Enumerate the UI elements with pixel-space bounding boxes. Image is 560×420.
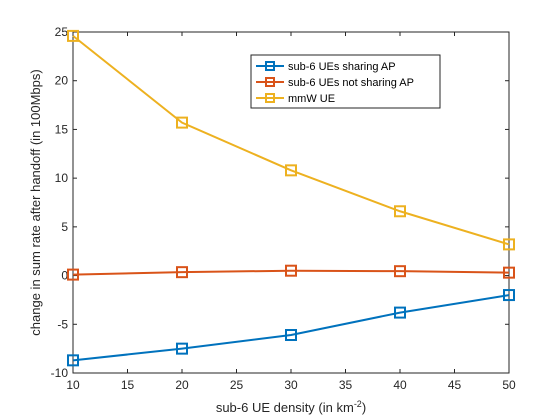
series-2 xyxy=(67,29,515,251)
series-layer xyxy=(67,29,515,367)
data-point-marker xyxy=(394,306,406,319)
series-line xyxy=(72,269,510,276)
x-tick-label: 20 xyxy=(175,378,189,392)
x-tick-label: 35 xyxy=(339,378,353,392)
y-tick-label: -5 xyxy=(57,317,68,331)
y-tick-label: -10 xyxy=(51,366,69,380)
legend-entry: sub-6 UEs sharing AP xyxy=(256,61,396,73)
legend-marker-sample xyxy=(265,77,275,87)
legend-entry: sub-6 UEs not sharing AP xyxy=(256,77,414,89)
series-0 xyxy=(67,289,515,367)
x-tick-label: 40 xyxy=(393,378,407,392)
legend-marker-sample xyxy=(265,61,275,71)
data-point-marker xyxy=(67,354,79,367)
data-point-marker xyxy=(503,238,515,251)
x-axis-label-main: sub-6 UE density (in km xyxy=(216,400,354,415)
series-line xyxy=(72,35,510,246)
data-point-marker xyxy=(67,268,79,281)
y-tick-label: 15 xyxy=(55,122,69,136)
data-point-marker xyxy=(176,342,188,355)
y-tick-label: 10 xyxy=(55,171,69,185)
data-point-marker xyxy=(394,205,406,218)
data-point-marker xyxy=(503,266,515,279)
legend-label: sub-6 UEs sharing AP xyxy=(288,61,396,73)
data-point-marker xyxy=(176,266,188,279)
x-tick-label: 25 xyxy=(230,378,244,392)
x-axis-label-suffix: ) xyxy=(362,400,366,415)
x-tick-label: 50 xyxy=(502,378,516,392)
y-tick-label: 25 xyxy=(55,25,69,39)
legend-label: mmW UE xyxy=(288,93,335,105)
data-point-marker xyxy=(285,164,297,177)
legend-entry: mmW UE xyxy=(256,93,335,105)
x-axis-label: sub-6 UE density (in km-2) xyxy=(216,399,366,415)
y-tick-label: 5 xyxy=(61,220,68,234)
legend-label: sub-6 UEs not sharing AP xyxy=(288,77,414,89)
x-axis-label-superscript: -2 xyxy=(354,399,362,409)
axis-ticks: 10 15 20 25 30 35 40 45 50 -10 -5 0 5 10 15 20 25 xyxy=(51,25,516,392)
y-tick-label: 20 xyxy=(55,74,69,88)
y-tick-label: 0 xyxy=(61,269,68,283)
series-1 xyxy=(67,264,515,281)
data-point-marker xyxy=(67,29,79,42)
x-tick-label: 45 xyxy=(448,378,462,392)
data-point-marker xyxy=(503,289,515,302)
y-axis-label: change in sum rate after handoff (in 100… xyxy=(28,69,43,335)
data-point-marker xyxy=(176,116,188,129)
series-line xyxy=(72,294,510,362)
legend: sub-6 UEs sharing AP sub-6 UEs not sharin… xyxy=(250,54,441,109)
x-tick-label: 10 xyxy=(66,378,80,392)
x-tick-label: 30 xyxy=(284,378,298,392)
x-tick-label: 15 xyxy=(121,378,135,392)
data-point-marker xyxy=(394,265,406,278)
legend-marker-sample xyxy=(265,93,275,103)
data-point-marker xyxy=(285,329,297,342)
data-point-marker xyxy=(285,264,297,277)
